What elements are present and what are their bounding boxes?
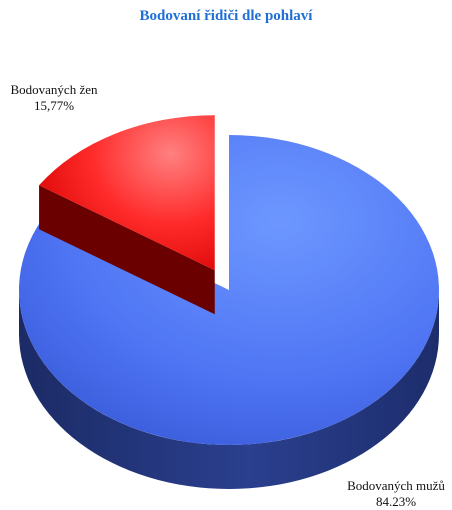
slice-top-women [39,115,215,271]
slice-label-men: Bodovaných mužů 84.23% [340,478,452,510]
slice-top-men [19,135,439,445]
slice-side-men [19,290,439,489]
slice-value-men: 84.23% [375,494,417,509]
slice-name-women: Bodovaných žen [10,82,98,97]
pie-slices [19,115,439,489]
slice-name-men: Bodovaných mužů [347,478,445,493]
chart-title: Bodovaní řidiči dle pohlaví [139,8,313,24]
slice-cutface-women [39,185,215,315]
slice-value-women: 15,77% [33,98,75,113]
slice-label-women: Bodovaných žen 15,77% [6,82,102,114]
